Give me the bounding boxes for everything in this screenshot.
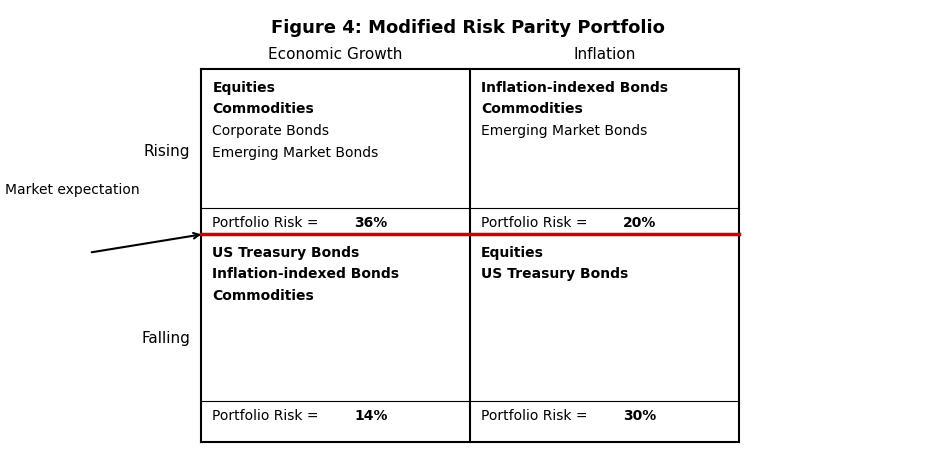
Text: Inflation-indexed Bonds: Inflation-indexed Bonds bbox=[212, 267, 400, 281]
Text: Commodities: Commodities bbox=[212, 289, 314, 303]
Text: Commodities: Commodities bbox=[212, 102, 314, 117]
Text: US Treasury Bonds: US Treasury Bonds bbox=[481, 267, 628, 281]
Text: Corporate Bonds: Corporate Bonds bbox=[212, 124, 329, 138]
Text: US Treasury Bonds: US Treasury Bonds bbox=[212, 246, 359, 260]
Text: Falling: Falling bbox=[141, 330, 190, 346]
Text: Portfolio Risk =: Portfolio Risk = bbox=[481, 409, 592, 423]
Text: Equities: Equities bbox=[481, 246, 544, 260]
Text: Commodities: Commodities bbox=[481, 102, 583, 117]
Text: 14%: 14% bbox=[354, 409, 388, 423]
Text: 20%: 20% bbox=[622, 216, 656, 230]
Text: Equities: Equities bbox=[212, 81, 275, 95]
Text: 36%: 36% bbox=[354, 216, 388, 230]
Text: Figure 4: Modified Risk Parity Portfolio: Figure 4: Modified Risk Parity Portfolio bbox=[271, 19, 665, 37]
Text: Inflation-indexed Bonds: Inflation-indexed Bonds bbox=[481, 81, 668, 95]
Text: Rising: Rising bbox=[143, 144, 190, 159]
Text: Economic Growth: Economic Growth bbox=[269, 47, 402, 62]
Text: Emerging Market Bonds: Emerging Market Bonds bbox=[212, 146, 379, 160]
Text: Portfolio Risk =: Portfolio Risk = bbox=[481, 216, 592, 230]
Text: Emerging Market Bonds: Emerging Market Bonds bbox=[481, 124, 648, 138]
Text: 30%: 30% bbox=[622, 409, 656, 423]
Text: Inflation: Inflation bbox=[574, 47, 636, 62]
Text: Portfolio Risk =: Portfolio Risk = bbox=[212, 216, 323, 230]
Text: Portfolio Risk =: Portfolio Risk = bbox=[212, 409, 323, 423]
Text: Market expectation: Market expectation bbox=[5, 183, 139, 197]
